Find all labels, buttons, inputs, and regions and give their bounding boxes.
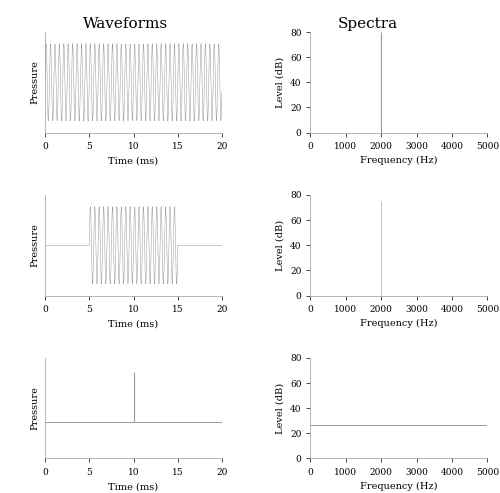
X-axis label: Time (ms): Time (ms) (108, 156, 158, 165)
Y-axis label: Pressure: Pressure (30, 61, 40, 105)
X-axis label: Time (ms): Time (ms) (108, 482, 158, 491)
Text: Spectra: Spectra (338, 17, 398, 31)
Y-axis label: Pressure: Pressure (30, 223, 40, 267)
X-axis label: Time (ms): Time (ms) (108, 319, 158, 328)
Text: Waveforms: Waveforms (82, 17, 168, 31)
Y-axis label: Pressure: Pressure (30, 386, 40, 430)
Y-axis label: Level (dB): Level (dB) (276, 383, 284, 434)
X-axis label: Frequency (Hz): Frequency (Hz) (360, 482, 438, 491)
Y-axis label: Level (dB): Level (dB) (276, 57, 284, 108)
X-axis label: Frequency (Hz): Frequency (Hz) (360, 156, 438, 165)
X-axis label: Frequency (Hz): Frequency (Hz) (360, 319, 438, 328)
Y-axis label: Level (dB): Level (dB) (276, 220, 284, 271)
